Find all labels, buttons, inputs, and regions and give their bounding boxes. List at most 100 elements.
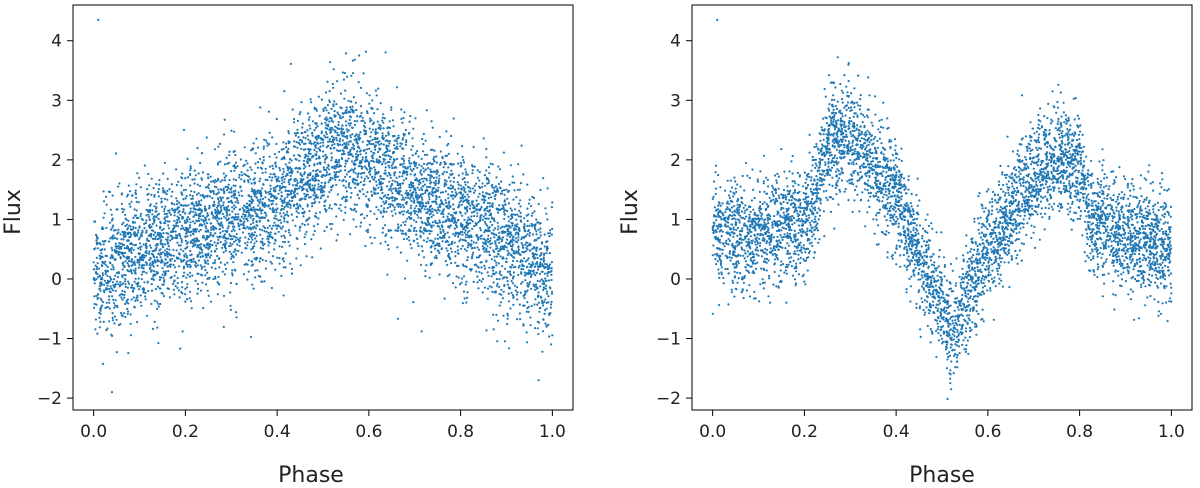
- data-point: [168, 188, 171, 191]
- data-point: [432, 176, 436, 179]
- data-point: [200, 218, 203, 221]
- data-point: [491, 186, 494, 189]
- data-point: [179, 213, 182, 216]
- data-point: [535, 246, 538, 250]
- data-point: [102, 227, 105, 230]
- data-point: [148, 218, 151, 221]
- data-point: [516, 231, 520, 234]
- data-point: [435, 257, 438, 260]
- data-point: [133, 280, 136, 283]
- data-point: [367, 165, 370, 168]
- data-point: [341, 134, 344, 137]
- data-point: [259, 246, 262, 250]
- data-point: [210, 228, 213, 231]
- data-point: [212, 180, 215, 183]
- data-point: [248, 235, 251, 238]
- data-point: [131, 258, 134, 261]
- data-point: [316, 141, 319, 144]
- data-point: [199, 184, 202, 188]
- data-point: [538, 307, 542, 310]
- data-point: [499, 270, 502, 273]
- data-point: [353, 163, 356, 167]
- data-point: [287, 179, 290, 182]
- data-point: [361, 156, 364, 159]
- data-point: [465, 296, 469, 299]
- data-point: [357, 182, 360, 185]
- data-point: [328, 99, 331, 102]
- data-point: [349, 187, 352, 190]
- data-point: [391, 162, 394, 165]
- data-point: [370, 155, 373, 158]
- data-point: [327, 111, 330, 115]
- data-point: [495, 264, 498, 267]
- data-point: [154, 274, 157, 277]
- data-point: [446, 263, 449, 266]
- data-point: [234, 239, 237, 242]
- data-point: [277, 192, 280, 195]
- data-point: [161, 283, 164, 286]
- data-point: [144, 254, 148, 257]
- data-point: [493, 259, 496, 262]
- data-point: [446, 249, 449, 252]
- data-point: [191, 197, 194, 200]
- data-point: [303, 192, 306, 195]
- data-point: [102, 243, 105, 246]
- data-point: [439, 236, 442, 239]
- data-point: [163, 274, 167, 277]
- data-point: [493, 272, 496, 275]
- data-point: [173, 214, 176, 217]
- data-point: [336, 233, 339, 236]
- data-point: [336, 142, 339, 145]
- data-point: [326, 104, 329, 107]
- data-point: [152, 217, 155, 220]
- data-point: [283, 178, 286, 181]
- data-point: [136, 260, 139, 263]
- data-point: [344, 89, 347, 92]
- data-point: [148, 204, 152, 207]
- data-point: [501, 236, 505, 239]
- data-point: [173, 274, 176, 277]
- data-point: [186, 230, 189, 233]
- data-point: [116, 232, 119, 235]
- data-point: [416, 166, 419, 169]
- data-point: [492, 249, 495, 252]
- data-point: [374, 130, 377, 134]
- data-point: [465, 280, 468, 283]
- data-point: [172, 282, 175, 286]
- data-point: [243, 146, 246, 149]
- data-point: [183, 259, 186, 262]
- data-point: [226, 188, 229, 192]
- data-point: [274, 214, 277, 218]
- data-point: [288, 141, 291, 144]
- data-point: [181, 224, 184, 227]
- data-point: [218, 283, 221, 286]
- data-point: [290, 272, 294, 275]
- data-point: [420, 173, 423, 176]
- data-point: [358, 150, 362, 153]
- data-point: [464, 236, 467, 239]
- data-point: [335, 170, 338, 174]
- data-point: [278, 150, 281, 153]
- data-point: [143, 264, 146, 267]
- data-point: [123, 290, 126, 293]
- data-point: [274, 190, 277, 193]
- data-point: [334, 167, 337, 170]
- data-point: [226, 197, 229, 200]
- data-point: [436, 169, 439, 172]
- data-point: [450, 169, 453, 172]
- data-point: [162, 276, 165, 279]
- data-point: [208, 206, 211, 209]
- data-point: [229, 291, 232, 294]
- data-point: [511, 236, 515, 239]
- data-point: [344, 52, 348, 55]
- data-point: [218, 266, 221, 269]
- data-point: [428, 195, 431, 198]
- data-point: [280, 207, 283, 211]
- data-point: [519, 291, 522, 294]
- data-point: [437, 208, 440, 211]
- data-point: [483, 264, 486, 267]
- data-point: [222, 325, 225, 328]
- data-point: [296, 170, 299, 173]
- data-point: [351, 155, 354, 158]
